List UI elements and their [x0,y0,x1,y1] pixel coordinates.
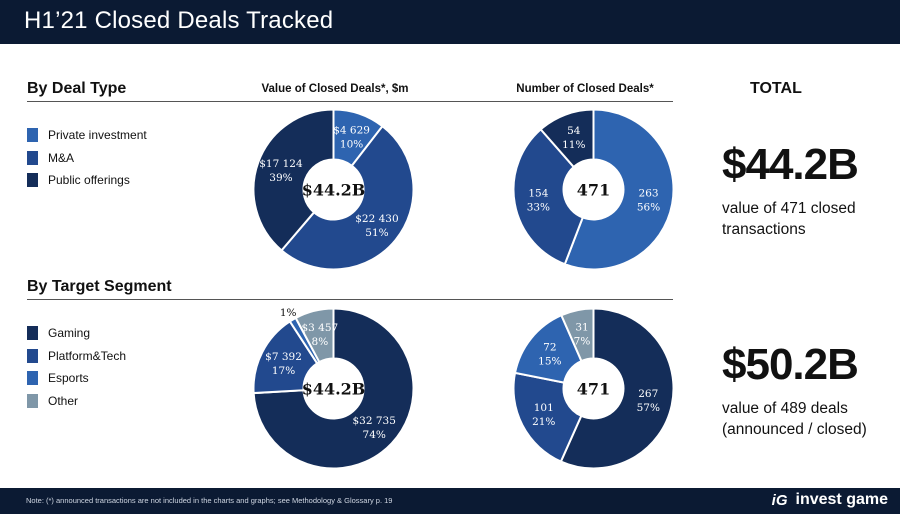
number-column-header: Number of Closed Deals* [516,83,654,95]
segment-value-donut: $32 735 74% $7 392 17% 1% $3 457 8% $44.2B [252,307,415,470]
closed-desc-line: transactions [722,221,806,238]
donut-slice [539,108,595,169]
slice-value-label: 31 [575,322,588,334]
legend-label: Other [48,393,79,408]
donut-slice [560,307,595,363]
donut-center [304,359,363,418]
legend-label: Public offerings [48,173,130,188]
legend-swatch [27,150,38,165]
legend-item-public-offerings: Public offerings [27,169,147,192]
slice-percent-label: 51% [365,227,388,239]
legend-label: Gaming [48,326,91,341]
slice-percent-label: 7% [574,336,591,348]
slice-percent-label: 33% [527,201,550,213]
slice-percent-label: 17% [272,365,295,377]
donut-center-label: 471 [577,181,610,200]
target-segment-heading: By Target Segment [27,278,172,295]
page-title: H1’21 Closed Deals Tracked [24,7,334,34]
legend-swatch [27,371,38,386]
slice-percent-label: 57% [637,402,660,414]
title-bar: H1’21 Closed Deals Tracked [0,0,900,44]
donut-center-label: $44.2B [302,181,366,200]
legend-item-ma: M&A [27,147,147,170]
deal-type-number-donut: 263 56% 154 33% 54 11% 471 [512,108,675,271]
slice-value-label: 54 [567,125,581,137]
legend-swatch [27,173,38,188]
donut-center-label: 471 [577,380,610,399]
slice-percent-label: 39% [269,172,292,184]
slice-value-label: 267 [638,388,658,400]
slice-percent-label: 11% [562,139,585,151]
legend-item-private-investment: Private investment [27,124,147,147]
brand-name: invest game [795,491,888,508]
deal-type-rule [27,101,673,102]
announced-desc-line: (announced / closed) [722,421,867,438]
donut-slice [512,371,583,463]
deal-type-heading: By Deal Type [27,80,127,97]
slice-percent-label: 10% [340,139,363,151]
legend-item-platform-tech: Platform&Tech [27,345,126,368]
legend-item-other: Other [27,390,126,413]
donut-center [564,160,623,219]
slice-percent-label: 56% [637,202,660,214]
legend-item-esports: Esports [27,367,126,390]
slice-value-label: $4 629 [333,125,370,137]
legend-item-gaming: Gaming [27,322,126,345]
footer-bar: Note: (*) announced transactions are not… [0,488,900,514]
donut-slice [559,307,675,470]
donut-center-label: $44.2B [302,380,366,399]
closed-total-description: value of 471 closed transactions [722,198,897,240]
slice-percent-label: 21% [532,416,555,428]
legend-label: M&A [48,150,75,165]
legend-swatch [27,128,38,143]
slice-value-label: 154 [528,187,548,199]
donut-center [564,359,623,418]
closed-desc-line: value of 471 closed [722,200,856,217]
legend-swatch [27,326,38,341]
target-segment-legend: Gaming Platform&Tech Esports Other [27,322,126,412]
footnote: Note: (*) announced transactions are not… [26,496,393,505]
value-column-header: Value of Closed Deals*, $m [261,83,409,95]
donut-slice [294,307,335,364]
slice-value-label: 263 [639,188,659,200]
slice-value-label: $32 735 [353,415,396,427]
segment-number-donut: 267 57% 101 21% 72 15% 31 7% 471 [512,307,675,470]
donut-slice [563,108,675,271]
slice-value-label: 72 [543,341,556,353]
donut-slice [252,108,335,252]
donut-slice [252,307,415,470]
brand-logo-icon: iG [771,491,788,509]
slice-percent-label: 1% [280,307,297,319]
donut-center [304,160,363,219]
legend-label: Platform&Tech [48,348,127,363]
slice-value-label: $3 457 [301,322,338,334]
closed-total-value: $44.2B [722,140,859,189]
slice-value-label: $17 124 [259,158,303,170]
announced-desc-line: value of 489 deals [722,400,848,417]
legend-swatch [27,348,38,363]
donut-slice [280,124,415,271]
legend-swatch [27,393,38,408]
target-segment-rule [27,299,673,300]
slice-value-label: $7 392 [265,351,302,363]
deal-type-value-donut: $4 629 10% $22 430 51% $17 124 39% $44.2B [252,108,415,271]
slice-value-label: $22 430 [355,213,398,225]
deal-type-legend: Private investment M&A Public offerings [27,124,147,192]
announced-total-description: value of 489 deals (announced / closed) [722,398,897,440]
donut-slice [512,127,585,266]
brand: iG invest game [772,491,888,509]
slice-percent-label: 15% [538,355,561,367]
slice-value-label: 101 [534,402,554,414]
announced-total-value: $50.2B [722,340,859,389]
slice-percent-label: 74% [363,429,386,441]
legend-label: Private investment [48,128,147,143]
legend-label: Esports [48,371,89,386]
total-heading: TOTAL [750,80,802,97]
slice-percent-label: 8% [312,336,329,348]
